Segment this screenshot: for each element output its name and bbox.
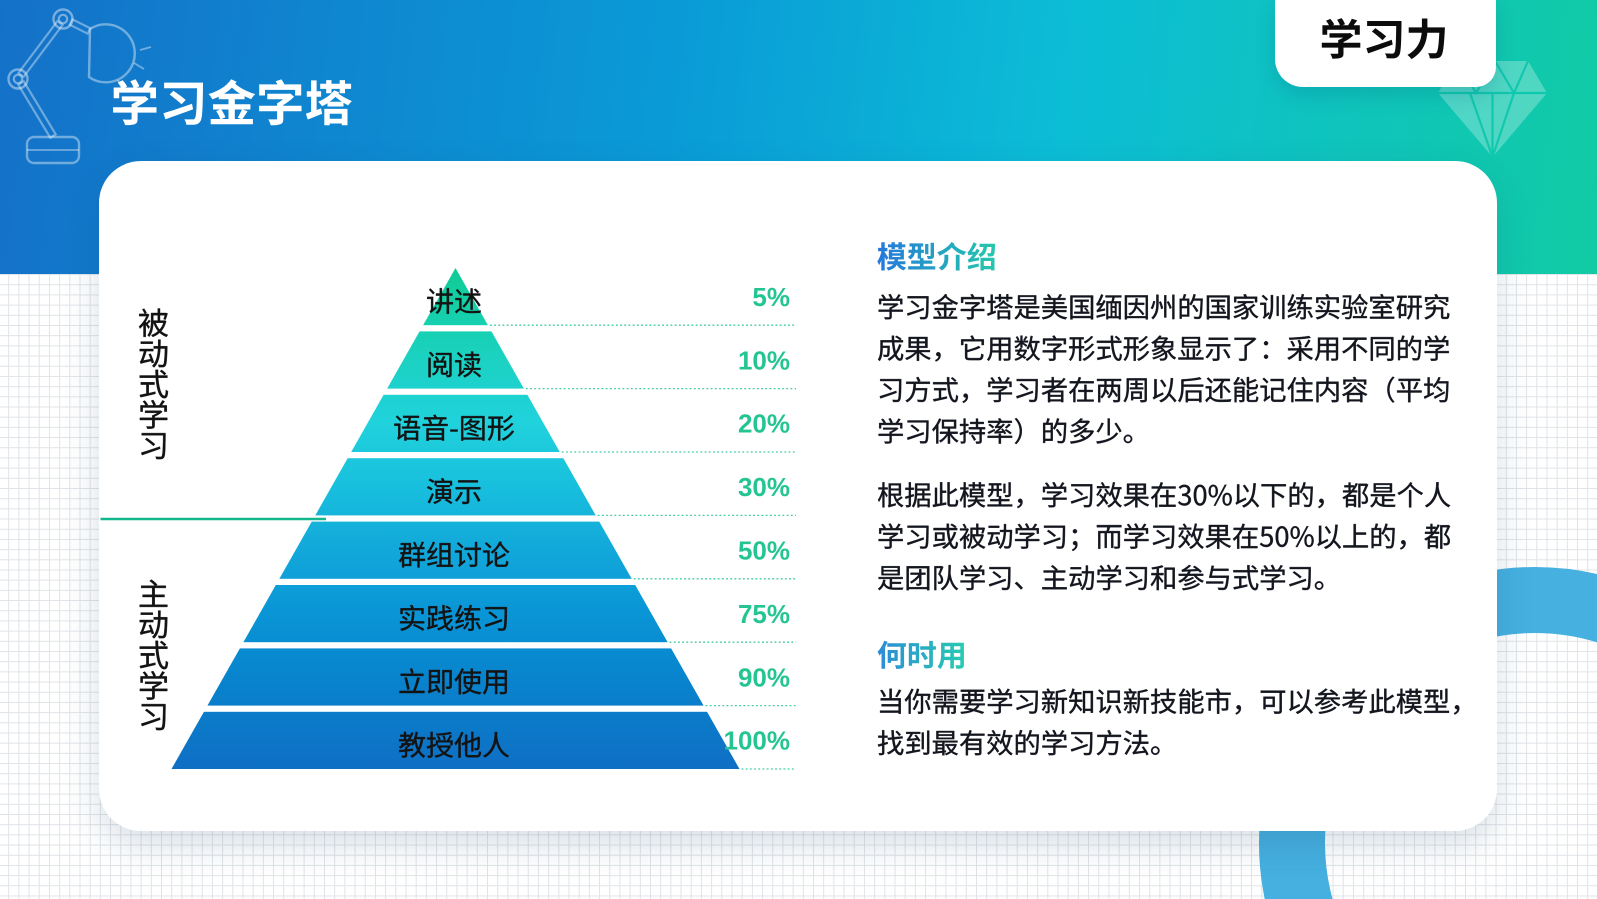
svg-text:50%: 50% xyxy=(738,536,790,566)
svg-text:30%: 30% xyxy=(738,472,790,502)
svg-text:10%: 10% xyxy=(738,345,790,375)
svg-text:90%: 90% xyxy=(738,662,790,692)
svg-text:100%: 100% xyxy=(724,726,791,756)
svg-text:75%: 75% xyxy=(738,599,790,629)
svg-text:20%: 20% xyxy=(738,409,790,439)
svg-text:5%: 5% xyxy=(752,282,790,312)
